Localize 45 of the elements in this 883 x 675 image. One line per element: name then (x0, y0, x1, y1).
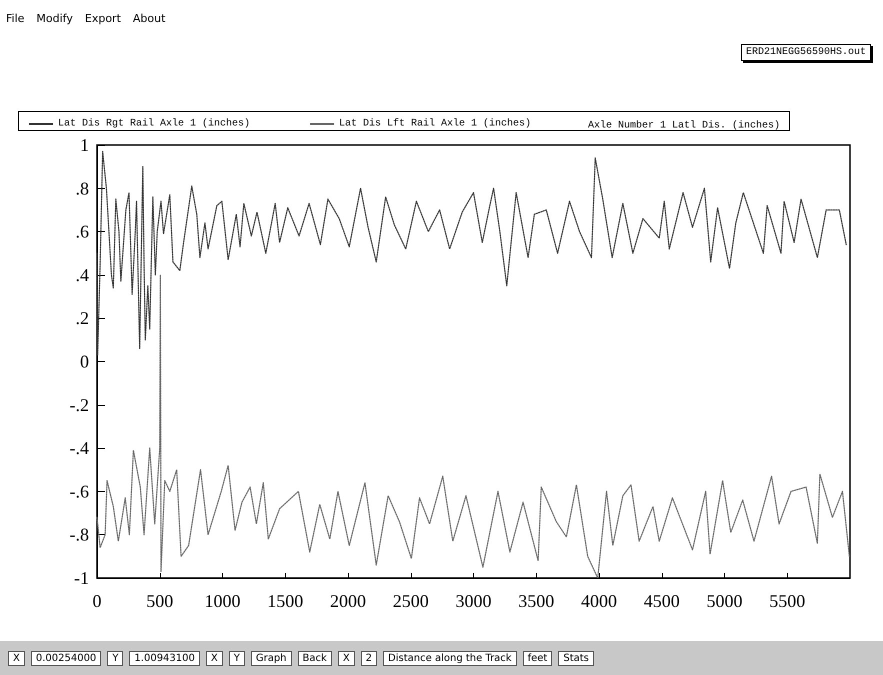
y-tick-label: .6 (76, 222, 89, 242)
legend-label: Lat Dis Rgt Rail Axle 1 (inches) (58, 118, 250, 130)
x-tick-label: 2000 (330, 591, 366, 611)
x-tick-label: 5000 (706, 591, 742, 611)
y-tick-label: 0 (80, 352, 89, 372)
y-tick-label: -.4 (70, 438, 89, 458)
text: Back (298, 650, 332, 666)
text: feet (522, 650, 552, 666)
y-tick-label: 1 (80, 135, 89, 155)
text: About (132, 12, 166, 24)
text: ERD21NEGG56590HS.out (740, 44, 871, 61)
text: 1.00943100 (129, 650, 200, 666)
text: File (6, 12, 24, 24)
text: Modify (36, 12, 73, 24)
x-tick-label: 0 (92, 591, 102, 611)
x-tick-label: 1500 (267, 591, 304, 611)
y-tick-label: -.8 (70, 524, 89, 545)
x-tick-label: 4000 (581, 591, 617, 611)
text: X (338, 650, 355, 666)
text: Graph (250, 650, 292, 666)
line-series (96, 150, 847, 356)
y-tick-label: -.2 (70, 394, 89, 415)
x-tick-label: 1000 (204, 591, 240, 611)
text: Export (84, 12, 121, 24)
text: Stats (558, 650, 594, 666)
y-tick-label: -1 (74, 568, 89, 588)
y-tick-label: -.6 (70, 481, 89, 502)
text: 0.00254000 (30, 650, 102, 666)
x-tick-label: 3000 (456, 591, 492, 611)
x-tick-label: 5500 (769, 591, 806, 611)
legend-label: Lat Dis Lft Rail Axle 1 (inches) (339, 118, 532, 130)
text: Y (228, 650, 245, 666)
text: Y (107, 650, 124, 666)
chart-title: Axle Number 1 Latl Dis. (inches) (588, 120, 780, 132)
text: X (206, 650, 223, 666)
x-tick-label: 4500 (644, 591, 680, 611)
x-tick-label: 500 (146, 591, 174, 611)
x-tick-label: 3500 (518, 591, 554, 611)
y-tick-label: .8 (76, 178, 89, 198)
x-tick-label: 2500 (392, 591, 429, 611)
x-axis-title: Distance along the Track (383, 650, 517, 666)
y-tick-label: .2 (76, 308, 89, 328)
text: 2 (360, 650, 378, 666)
text: X (8, 650, 25, 666)
y-tick-label: .4 (76, 264, 89, 285)
